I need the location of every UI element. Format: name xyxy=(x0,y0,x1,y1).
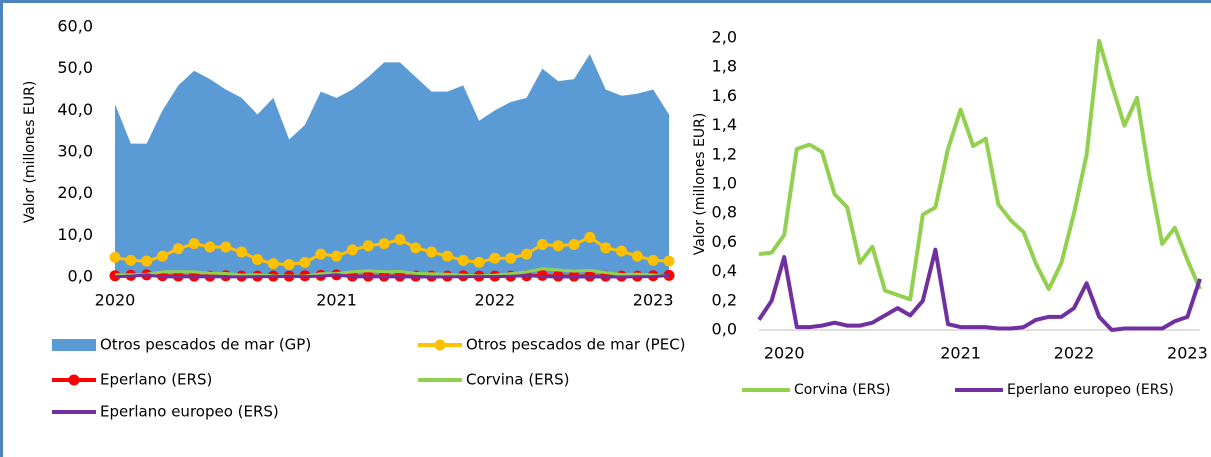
marker xyxy=(236,246,248,258)
marker xyxy=(473,256,485,268)
y-tick-label: 0,0 xyxy=(712,320,737,339)
marker xyxy=(172,243,184,255)
y-tick-label: 0,0 xyxy=(68,267,93,286)
area xyxy=(115,54,669,278)
y-tick-label: 1,2 xyxy=(712,144,737,163)
marker xyxy=(631,250,643,262)
legend-label: Corvina (ERS) xyxy=(466,371,569,389)
marker xyxy=(616,245,628,257)
y-axis-title: Valor (millones EUR) xyxy=(22,81,38,224)
y-tick-label: 60,0 xyxy=(57,17,93,36)
marker xyxy=(584,231,596,243)
x-tick-label: 2021 xyxy=(940,344,981,363)
y-tick-label: 1,6 xyxy=(712,86,737,105)
x-tick-label: 2020 xyxy=(764,344,805,363)
marker xyxy=(536,239,548,250)
y-tick-label: 0,6 xyxy=(712,232,737,251)
marker xyxy=(394,234,406,245)
legend-swatch xyxy=(52,339,96,351)
marker xyxy=(141,255,153,267)
legend-marker xyxy=(434,339,446,351)
marker xyxy=(600,242,612,254)
y-tick-label: 1,8 xyxy=(712,57,737,76)
y-tick-label: 0,2 xyxy=(712,290,737,309)
marker xyxy=(568,239,580,250)
y-tick-label: 0,8 xyxy=(712,203,737,222)
legend-label: Eperlano europeo (ERS) xyxy=(1007,382,1174,398)
y-tick-label: 1,4 xyxy=(712,115,737,134)
legend-label: Otros pescados de mar (PEC) xyxy=(466,336,686,354)
legend-label: Corvina (ERS) xyxy=(794,382,891,398)
marker xyxy=(505,252,517,264)
y-tick-label: 30,0 xyxy=(57,142,93,161)
line xyxy=(758,38,1202,302)
line xyxy=(114,273,670,279)
x-tick-label: 2021 xyxy=(316,291,357,310)
marker xyxy=(489,252,501,264)
marker xyxy=(362,240,374,252)
y-tick-label: 10,0 xyxy=(57,225,93,244)
line xyxy=(757,247,1202,332)
marker xyxy=(552,240,564,252)
marker xyxy=(457,254,469,266)
marker xyxy=(331,250,343,262)
y-tick-label: 1,0 xyxy=(712,174,737,193)
legend-label: Eperlano europeo (ERS) xyxy=(100,403,279,421)
y-tick-label: 40,0 xyxy=(57,100,93,119)
marker xyxy=(521,248,533,260)
marker xyxy=(220,241,232,253)
marker xyxy=(410,242,422,254)
marker xyxy=(125,254,137,266)
y-tick-label: 50,0 xyxy=(57,58,93,77)
marker xyxy=(378,238,390,250)
x-tick-label: 2020 xyxy=(95,291,136,310)
marker xyxy=(299,256,311,268)
marker xyxy=(283,259,295,270)
y-tick-label: 20,0 xyxy=(57,183,93,202)
marker xyxy=(204,241,216,253)
marker xyxy=(109,251,121,263)
marker xyxy=(188,238,200,250)
y-axis-title: Valor (millones EUR) xyxy=(692,113,708,256)
line xyxy=(114,267,670,278)
y-tick-label: 0,4 xyxy=(712,261,737,280)
marker xyxy=(663,255,675,267)
legend-label: Otros pescados de mar (GP) xyxy=(100,336,311,354)
marker xyxy=(346,244,358,256)
marker xyxy=(315,248,327,260)
x-tick-label: 2022 xyxy=(475,291,516,310)
marker xyxy=(647,254,659,266)
marker xyxy=(426,246,438,258)
legend-marker xyxy=(68,374,80,386)
x-tick-label: 2022 xyxy=(1054,344,1095,363)
marker xyxy=(267,258,279,270)
x-tick-label: 2023 xyxy=(633,291,674,310)
y-tick-label: 2,0 xyxy=(712,28,737,47)
marker xyxy=(156,250,168,262)
marker xyxy=(251,254,263,265)
x-tick-label: 2023 xyxy=(1167,344,1208,363)
marker xyxy=(441,250,453,262)
legend-label: Eperlano (ERS) xyxy=(100,371,212,389)
